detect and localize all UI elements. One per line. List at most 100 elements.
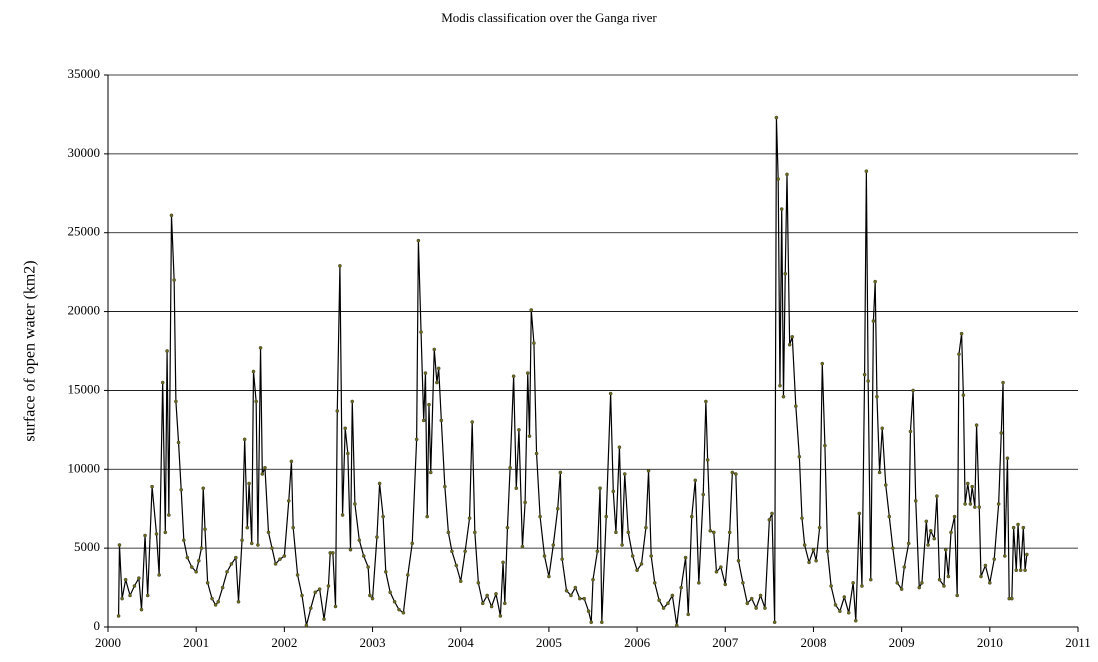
data-point [820, 361, 825, 366]
data-point [282, 554, 287, 558]
data-point [932, 536, 937, 541]
data-point [946, 574, 951, 579]
data-point [388, 590, 392, 595]
data-point [201, 486, 206, 491]
data-point [800, 516, 804, 520]
x-tick-label: 2004 [448, 635, 475, 650]
data-point [558, 470, 563, 475]
data-point [604, 514, 609, 519]
data-point [346, 451, 350, 456]
data-point [763, 606, 767, 610]
data-point [781, 394, 786, 399]
data-point [494, 592, 498, 596]
data-point [350, 399, 355, 404]
data-point [1021, 525, 1026, 530]
data-point [630, 554, 635, 558]
data-point [983, 563, 988, 568]
data-point [814, 558, 818, 563]
data-point [143, 533, 147, 538]
data-point [614, 530, 618, 535]
data-point [617, 445, 622, 450]
data-point [370, 596, 375, 601]
data-point [213, 603, 218, 607]
y-tick-label: 20000 [68, 303, 101, 318]
data-point [1003, 554, 1007, 558]
data-point [639, 562, 644, 566]
data-point [622, 472, 627, 476]
data-point [734, 472, 738, 476]
data-point [891, 546, 895, 550]
data-point [776, 177, 780, 181]
data-point [432, 347, 437, 352]
data-point [176, 440, 181, 445]
data-point [851, 581, 855, 585]
data-point [778, 383, 782, 388]
data-point [145, 593, 150, 598]
data-point [511, 374, 516, 379]
data-point [829, 584, 833, 588]
data-point [924, 519, 929, 524]
data-point [377, 481, 382, 486]
x-tick-label: 2008 [800, 635, 826, 650]
data-point [679, 585, 683, 590]
data-point [823, 443, 827, 448]
data-point [242, 437, 247, 442]
data-point [857, 511, 862, 516]
data-point [414, 437, 419, 442]
data-point [338, 264, 342, 268]
data-point [674, 623, 679, 628]
y-tick-label: 15000 [68, 381, 101, 396]
data-point [957, 352, 961, 356]
data-point [383, 570, 388, 574]
data-point [446, 530, 451, 535]
data-point [913, 499, 918, 503]
data-point [508, 465, 512, 470]
x-tick-label: 2006 [624, 635, 651, 650]
data-point [542, 554, 547, 558]
data-point [139, 607, 144, 612]
data-point [335, 409, 340, 413]
data-point [992, 557, 997, 561]
data-point [179, 487, 183, 492]
data-point [626, 530, 631, 535]
data-point [846, 611, 851, 615]
data-point [501, 560, 505, 565]
data-point [300, 593, 304, 598]
data-point [802, 543, 807, 547]
data-point [154, 532, 159, 536]
data-point [560, 557, 564, 561]
data-point [842, 595, 847, 599]
data-point [758, 593, 763, 598]
data-point [873, 279, 877, 284]
data-point [1005, 456, 1010, 461]
data-point [132, 584, 137, 588]
data-point [906, 541, 911, 546]
data-point [229, 562, 234, 566]
data-point [182, 538, 186, 543]
data-point [928, 528, 933, 533]
data-point [779, 207, 784, 211]
data-point [317, 587, 322, 591]
y-tick-label: 25000 [68, 224, 101, 239]
x-tick-label: 2009 [889, 635, 915, 650]
data-point [489, 604, 494, 609]
data-point [458, 579, 463, 584]
data-point [443, 484, 447, 489]
data-point [723, 582, 728, 587]
data-point [538, 514, 542, 519]
data-point [595, 549, 600, 554]
data-point [194, 570, 198, 574]
data-point [902, 565, 907, 569]
data-point [970, 484, 974, 489]
data-point [419, 330, 423, 334]
data-point [959, 331, 964, 336]
data-point [470, 420, 474, 424]
data-point [697, 581, 701, 585]
data-point [783, 271, 788, 276]
data-point [529, 308, 534, 312]
data-point [225, 570, 229, 574]
data-point [794, 404, 798, 409]
data-point [955, 593, 959, 598]
data-point [979, 574, 983, 579]
data-point [463, 549, 467, 554]
